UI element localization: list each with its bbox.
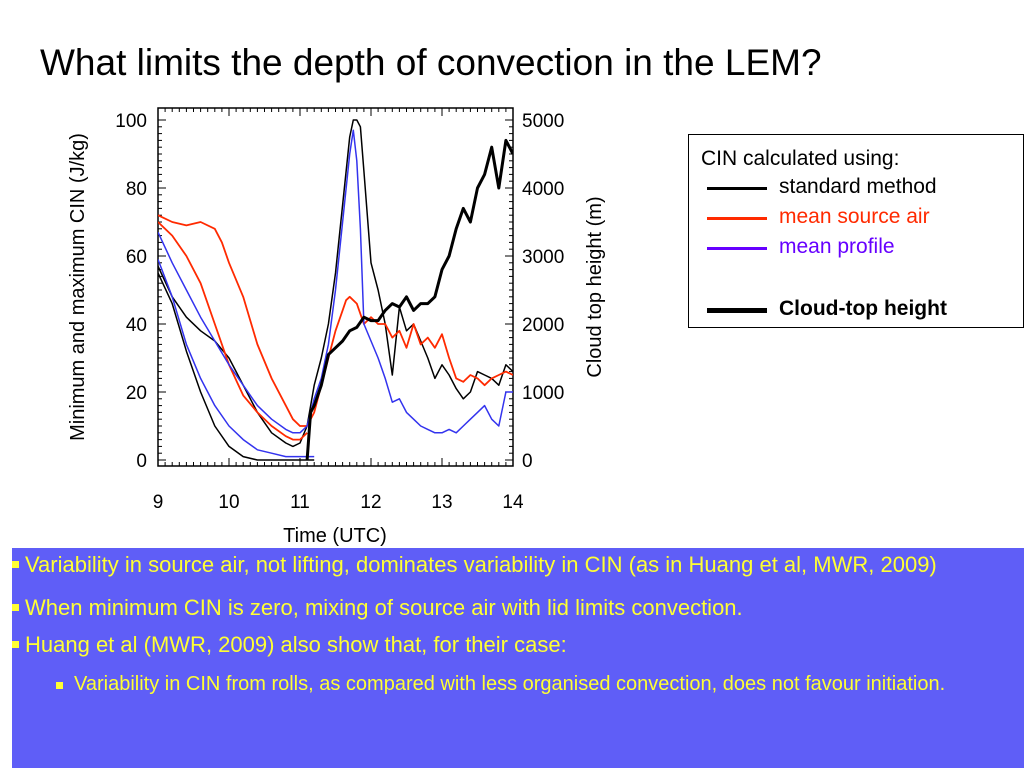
bullet-text: Huang et al (MWR, 2009) also show that, … [25,632,567,657]
series-line-cloud-top-height [305,138,513,461]
legend-label: mean source air [779,205,930,228]
series-line-standard-method-min [158,272,315,461]
y2-tick-label: 5000 [522,111,564,132]
x-tick-label: 12 [360,492,381,513]
bullet-panel: Variability in source air, not lifting, … [12,548,1024,768]
legend-swatch [707,217,767,220]
bullet-item: Variability in source air, not lifting, … [12,552,1024,577]
sub-bullet-item: Variability in CIN from rolls, as compar… [12,673,1024,696]
legend-label: standard method [779,175,937,198]
legend-item-mean-profile: mean profile [701,235,1021,263]
x-tick-label: 9 [153,492,164,513]
y2-tick-label: 2000 [522,315,564,336]
bullet-marker [12,640,19,648]
x-tick-label: 10 [218,492,239,513]
legend-heading: CIN calculated using: [701,147,900,170]
bullet-marker [56,682,63,689]
y-tick-label: 60 [126,247,147,268]
y2-axis-label: Cloud top height (m) [584,196,606,377]
bullet-text: Variability in source air, not lifting, … [25,552,937,577]
bullet-marker [12,560,19,568]
y2-tick-label: 4000 [522,179,564,200]
legend-swatch [707,187,767,190]
legend-box: CIN calculated using: standard method me… [688,134,1024,328]
y2-tick-label: 3000 [522,247,564,268]
y2-tick-label: 0 [522,451,533,472]
x-tick-label: 14 [502,492,524,513]
x-tick-label: 13 [431,492,452,513]
bullet-text: Variability in CIN from rolls, as compar… [74,673,946,695]
y-tick-label: 80 [126,179,147,200]
legend-swatch [707,308,767,313]
y-tick-label: 100 [115,111,147,132]
y-tick-label: 0 [136,451,147,472]
bullet-item: When minimum CIN is zero, mixing of sour… [12,595,1024,620]
slide-title: What limits the depth of convection in t… [40,42,822,83]
legend-item-mean-source-air: mean source air [701,205,1021,233]
x-axis-label: Time (UTC) [283,525,387,547]
bullet-item: Huang et al (MWR, 2009) also show that, … [12,632,1024,657]
x-tick-label: 11 [290,492,310,513]
legend-label: mean profile [779,235,895,258]
legend-item-standard-method: standard method [701,175,1021,203]
legend-item-cloud-top-height: Cloud-top height [701,297,1021,325]
legend-label: Cloud-top height [779,297,947,320]
series-line-mean-source-air-max [158,214,513,427]
bullet-text: When minimum CIN is zero, mixing of sour… [25,595,743,620]
y-axis-label: Minimum and maximum CIN (J/kg) [67,133,89,441]
y-tick-label: 40 [126,315,147,336]
bullet-marker [12,603,19,611]
series-line-mean-profile-min [158,259,315,458]
cin-chart: 9 10 11 12 13 1402040608010001000200030004000… [67,107,606,547]
series-line-mean-source-air-min [158,221,308,441]
y-tick-label: 20 [126,383,147,404]
legend-swatch [707,247,767,250]
y2-tick-label: 1000 [522,383,564,404]
series-line-mean-profile-max [158,129,513,434]
